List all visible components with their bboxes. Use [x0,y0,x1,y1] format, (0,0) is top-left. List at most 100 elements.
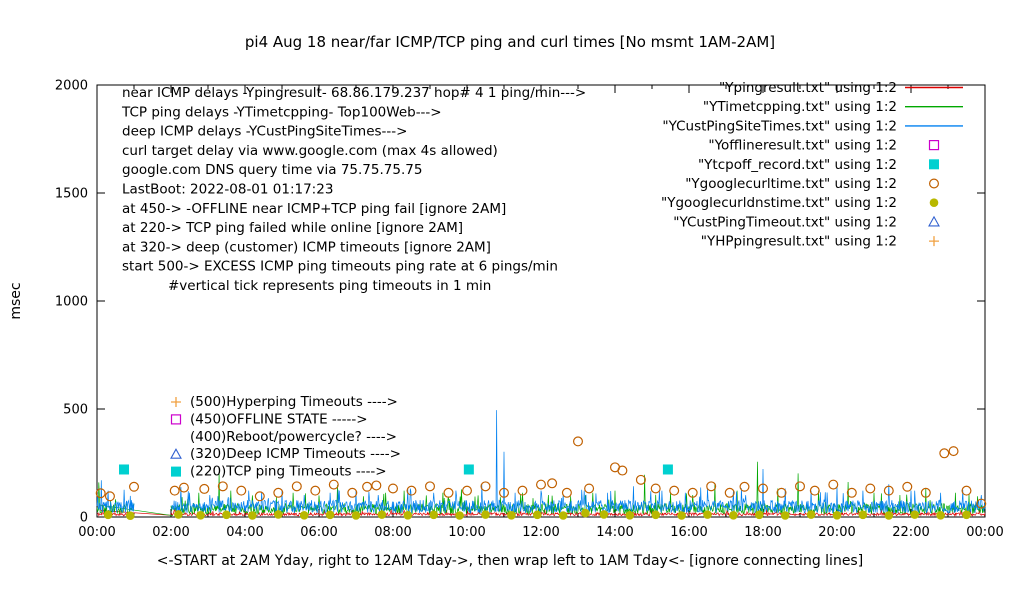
open-circle-marker [902,481,913,492]
filled-circle-marker [274,510,283,519]
x-tick-label: 06:00 [300,525,337,540]
open-circle-marker [920,487,931,498]
open-circle-marker [561,487,572,498]
series [95,410,987,521]
filled-circle-marker [377,510,387,519]
filled-circle-marker [299,510,309,520]
filled-circle-marker [533,510,542,520]
filled-circle-marker [858,510,868,520]
filled-circle-marker [651,510,660,520]
open-circle-marker [199,483,210,494]
x-tick-label: 00:00 [966,525,1003,540]
series-line-2 [96,410,986,515]
info-line: start 500-> EXCESS ICMP ping timeouts pi… [122,259,558,275]
info-line: at 320-> deep (customer) ICMP timeouts [… [122,239,491,255]
open-circle-marker [809,485,820,496]
filled-circle-marker [126,511,135,521]
open-circle-marker [217,481,228,492]
info-line: deep ICMP delays -YCustPingSiteTimes---> [122,124,407,140]
open-circle-marker [480,481,491,492]
level-label: (500)Hyperping Timeouts ----> [190,394,398,410]
open-circle-marker [939,448,950,459]
info-line: near ICMP delays -Ypingresult- 68.86.179… [122,85,586,101]
filled-circle-marker [929,198,939,207]
open-triangle-marker [928,215,940,227]
level-annotations: (500)Hyperping Timeouts ---->(450)OFFLIN… [170,394,401,480]
legend-entry-label: "Ypingresult.txt" using 1:2 [719,80,897,96]
open-circle-marker [178,482,189,493]
filled-circle-marker [884,511,894,520]
open-circle-marker [948,446,959,457]
open-circle-marker [572,436,583,447]
open-circle-marker [406,485,417,496]
open-circle-marker [499,487,510,498]
level-label: (450)OFFLINE STATE -----> [190,411,368,427]
open-circle-marker [388,483,399,494]
legend-entry-label: "YTimetcpping.txt" using 1:2 [703,99,897,115]
filled-circle-marker [248,511,257,520]
filled-circle-marker [196,510,205,520]
filled-square-marker [171,466,181,477]
filled-circle-marker [625,510,635,520]
open-circle-marker [706,481,717,492]
filled-circle-marker [780,511,790,520]
open-circle-marker [739,481,750,492]
legend-entry-label: "Yofflineresult.txt" using 1:2 [708,138,897,154]
open-circle-marker [724,487,735,498]
open-circle-marker [828,479,839,490]
open-circle-marker [757,483,768,494]
open-circle-marker [547,478,558,489]
open-circle-marker [254,491,265,502]
open-circle-marker [535,479,546,490]
filled-circle-marker [910,510,919,519]
x-tick-label: 12:00 [522,525,559,540]
filled-circle-marker [729,510,738,520]
filled-circle-marker [103,510,113,520]
open-circle-marker [650,483,661,494]
open-circle-marker [617,465,628,476]
open-square-marker [928,140,940,151]
open-circle-marker [328,479,339,490]
info-line: curl target delay via www.google.com (ma… [122,143,498,159]
open-circle-marker [291,481,302,492]
legend: "Ypingresult.txt" using 1:2 "YTimetcpping… [661,80,963,250]
x-tick-label: 18:00 [744,525,781,540]
open-circle-marker [95,488,106,499]
connector-line [99,504,173,517]
open-circle-marker [129,481,140,492]
filled-circle-marker [703,510,712,519]
legend-entry-label: "Ytcpoff_record.txt" using 1:2 [698,157,897,173]
info-line: google.com DNS query time via 75.75.75.7… [122,162,422,178]
x-tick-label: 08:00 [374,525,411,540]
filled-circle-marker [581,508,590,518]
legend-entry-label: "Ygooglecurltime.txt" using 1:2 [685,176,897,192]
open-circle-marker [104,491,115,502]
open-square-marker [170,414,182,425]
level-label: (220)TCP ping Timeouts ----> [190,464,387,480]
y-tick-label: 1000 [55,295,88,310]
x-tick-label: 00:00 [78,525,115,540]
x-tick-label: 16:00 [670,525,707,540]
open-circle-marker [362,481,373,492]
x-tick-label: 22:00 [892,525,929,540]
info-line: #vertical tick represents ping timeouts … [168,278,491,294]
info-line: at 450-> -OFFLINE near ICMP+TCP ping fai… [122,201,506,217]
filled-circle-marker [325,510,335,520]
open-circle-marker [961,485,972,496]
open-circle-marker [846,487,857,498]
open-circle-marker [976,498,987,509]
x-tick-label: 10:00 [448,525,485,540]
level-label: (400)Reboot/powercycle? ----> [190,429,397,445]
x-tick-label: 02:00 [152,525,189,540]
open-circle-marker [883,485,894,496]
filled-circle-marker [403,510,413,520]
open-circle-marker [443,487,454,498]
info-line: at 220-> TCP ping failed while online [i… [122,220,463,236]
open-circle-marker [669,485,680,496]
filled-square-marker [119,464,130,475]
open-circle-marker [687,487,698,498]
x-tick-label: 04:00 [226,525,263,540]
open-circle-marker [635,474,646,485]
legend-entry-label: "YCustPingTimeout.txt" using 1:2 [673,214,897,230]
